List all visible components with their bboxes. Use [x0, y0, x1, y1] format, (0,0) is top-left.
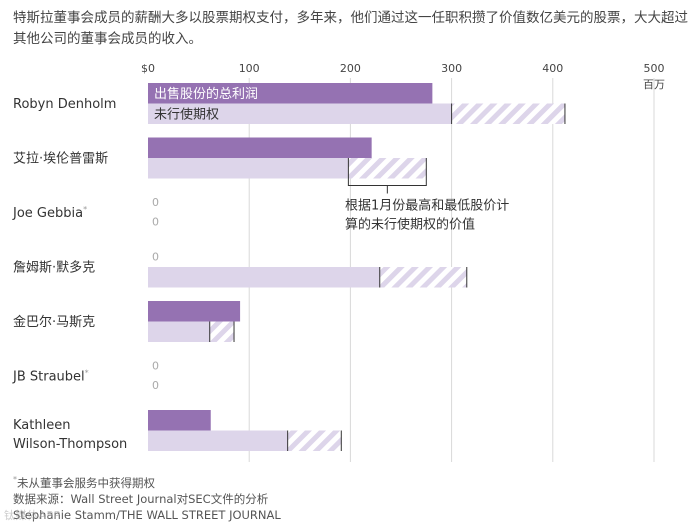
- category-label-line: Joe Gebbia: [12, 206, 83, 221]
- x-tick-label: 200: [340, 62, 361, 75]
- annotation-bracket: [347, 178, 427, 186]
- annotation-text: 根据1月份最高和最低股价计算的未行使期权的价值: [345, 198, 509, 233]
- zero-label-sold: 0: [152, 196, 159, 209]
- footnote-mark: *: [85, 369, 89, 378]
- category-label-line: 詹姆斯·默多克: [13, 260, 95, 276]
- footnote: *未从董事会服务中获得期权: [13, 472, 281, 491]
- category-label: 詹姆斯·默多克: [13, 260, 95, 276]
- bar-unexercised-low: [148, 321, 210, 342]
- footnote-mark: *: [83, 205, 87, 214]
- category-label-line: Wilson-Thompson: [13, 437, 127, 452]
- legend-unexercised: 未行使期权: [154, 107, 219, 123]
- category-label-line: Kathleen: [13, 418, 70, 433]
- category-label-line: 艾拉·埃伦普雷斯: [13, 152, 108, 167]
- category-label: Joe Gebbia*: [12, 205, 87, 221]
- annotation-line: 算的未行使期权的价值: [345, 217, 475, 233]
- category-label: Robyn Denholm: [13, 97, 116, 112]
- bar-unexercised-range: [209, 321, 235, 342]
- annotation-line: 根据1月份最高和最低股价计: [345, 198, 509, 214]
- footnote-mark: *: [13, 475, 17, 484]
- bar-unexercised-low: [148, 267, 380, 288]
- bar-unexercised-range: [348, 158, 427, 179]
- zero-label-unexercised: 0: [152, 379, 159, 392]
- x-tick-label: 300: [441, 62, 462, 75]
- bar-sold: [148, 301, 241, 322]
- x-tick-label: 100: [239, 62, 260, 75]
- credit-line: Stephanie Stamm/THE WALL STREET JOURNAL: [13, 507, 281, 522]
- category-label-line: Robyn Denholm: [13, 97, 116, 112]
- zero-label-unexercised: 0: [152, 216, 159, 229]
- x-tick-label: 400: [542, 62, 563, 75]
- bar-unexercised-low: [148, 103, 452, 124]
- zero-label-sold: 0: [152, 360, 159, 373]
- bar-unexercised-range: [451, 103, 565, 124]
- category-label-line: 金巴尔·马斯克: [13, 314, 95, 330]
- bar-unexercised-range: [287, 430, 342, 451]
- annotation: 根据1月份最高和最低股价计算的未行使期权的价值: [345, 178, 509, 233]
- bar-sold: [148, 137, 372, 158]
- bar-sold: [148, 410, 211, 431]
- x-tick-label: 500: [644, 62, 665, 75]
- chart-footer: *未从董事会服务中获得期权 数据来源：Wall Street Journal对S…: [13, 472, 281, 523]
- category-label-line: JB Straubel: [12, 370, 85, 385]
- category-label: JB Straubel*: [12, 369, 89, 385]
- x-unit-label: 百万: [643, 78, 665, 91]
- x-tick-label: $0: [141, 62, 155, 75]
- chart-headline: 特斯拉董事会成员的薪酬大多以股票期权支付，多年来，他们通过这一任职积攒了价值数亿…: [13, 10, 688, 47]
- bar-unexercised-low: [148, 430, 288, 451]
- footnote-text: 未从董事会服务中获得期权: [17, 475, 155, 490]
- bar-unexercised-low: [148, 158, 349, 179]
- category-label: 金巴尔·马斯克: [13, 314, 95, 330]
- zero-label-sold: 0: [152, 251, 159, 264]
- bar-unexercised-range: [379, 267, 467, 288]
- category-label: Kathleen Wilson-Thompson: [13, 418, 127, 452]
- legend-sold: 出售股份的总利润: [154, 86, 258, 102]
- category-label: 艾拉·埃伦普雷斯: [13, 152, 108, 167]
- watermark-text: 钛媒体APP: [4, 509, 61, 522]
- bar-sold: [148, 83, 433, 104]
- source-note: 数据来源：Wall Street Journal对SEC文件的分析: [13, 491, 269, 506]
